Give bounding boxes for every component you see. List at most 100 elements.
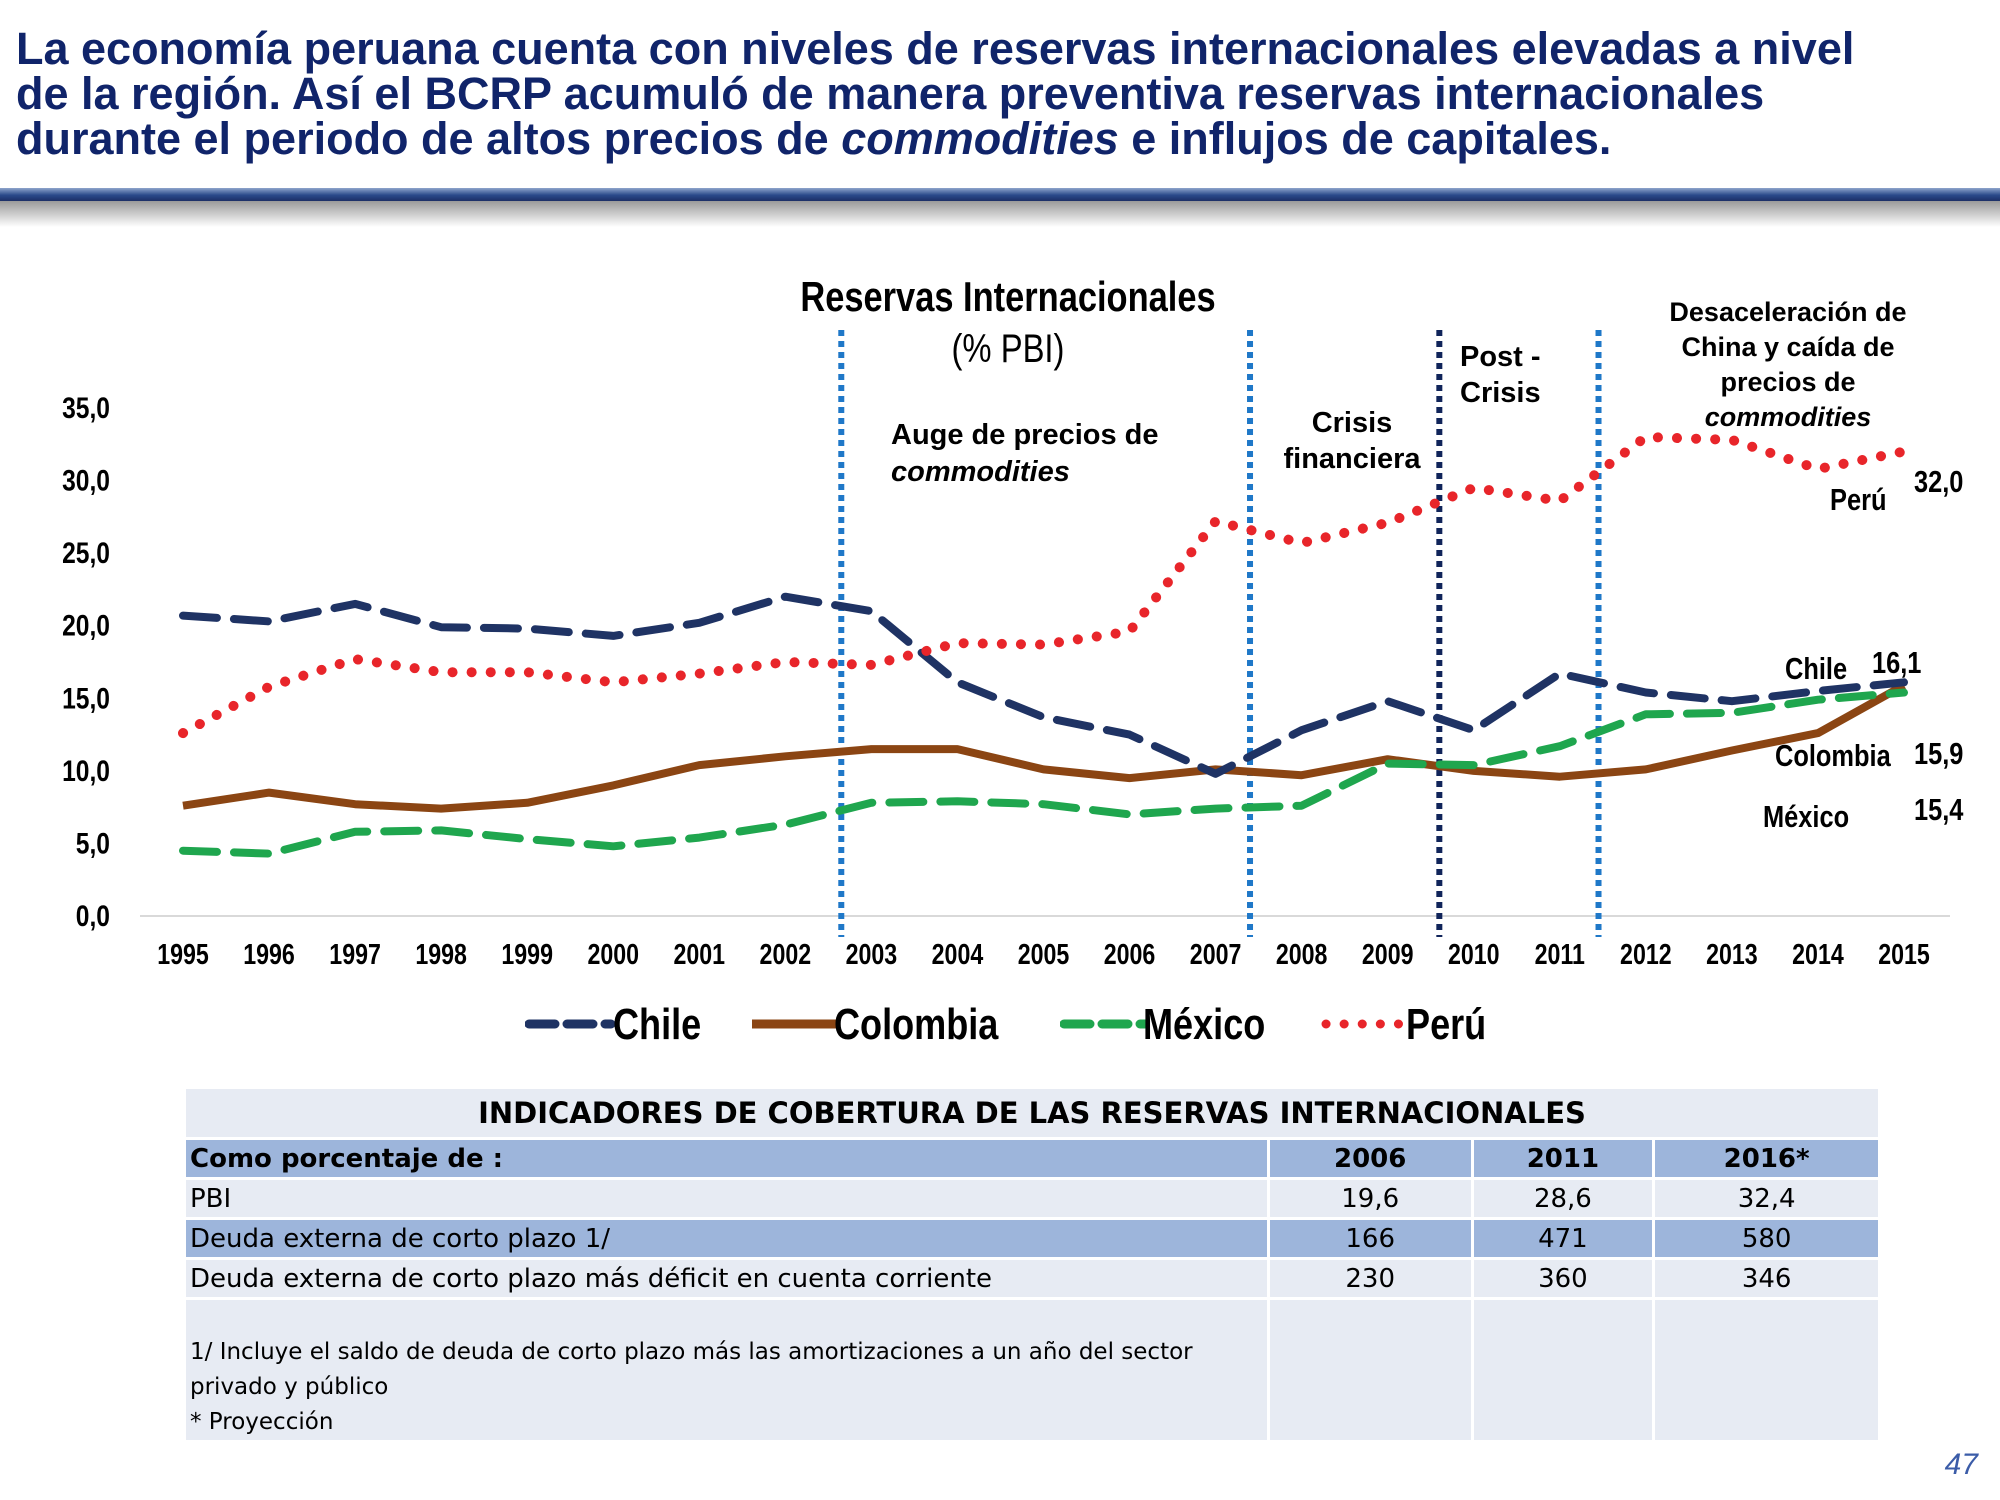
table-cell: 28,6	[1470, 1177, 1656, 1220]
y-tick-label: 20,0	[62, 608, 110, 642]
page-number: 47	[1944, 1448, 1978, 1481]
x-tick-label: 2001	[674, 937, 726, 970]
end-label-peru-name: Perú	[1830, 483, 1886, 518]
y-tick-label: 5,0	[76, 826, 110, 860]
period-desac-line3: precios de	[1720, 367, 1855, 397]
header-divider-bar	[0, 188, 2000, 201]
table-cell: 19,6	[1266, 1177, 1474, 1220]
period-desac-line1: Desaceleración de	[1669, 297, 1906, 327]
table-header-label: Como porcentaje de :	[183, 1137, 1270, 1180]
table-header-2016: 2016*	[1652, 1137, 1881, 1180]
series-line-colombia	[182, 681, 1906, 813]
x-tick-label: 2009	[1362, 937, 1414, 970]
x-tick-label: 2004	[932, 937, 984, 970]
x-tick-label: 2012	[1620, 937, 1672, 970]
period-desac-line4: commodities	[1705, 402, 1872, 432]
end-label-peru-value: 32,0	[1914, 465, 1963, 500]
legend-label-peru: Perú	[1406, 1000, 1487, 1049]
table-row: Deuda externa de corto plazo más déficit…	[183, 1257, 1881, 1300]
table-cell: 166	[1266, 1217, 1474, 1260]
table-cell: 471	[1470, 1217, 1656, 1260]
table-note-row: 1/ Incluye el saldo de deuda de corto pl…	[183, 1297, 1881, 1443]
x-tick-label: 2013	[1706, 937, 1758, 970]
table-title: INDICADORES DE COBERTURA DE LAS RESERVAS…	[183, 1086, 1881, 1140]
x-tick-label: 2014	[1792, 937, 1844, 970]
y-tick-label: 10,0	[62, 754, 110, 788]
legend-item-colombia: Colombia	[752, 1000, 998, 1060]
chart-legend: Chile Colombia México Perú	[0, 1000, 2000, 1060]
legend-label-colombia: Colombia	[834, 1000, 999, 1049]
y-tick-label: 35,0	[62, 391, 110, 425]
period-crisis-line2: financiera	[1284, 443, 1422, 475]
end-label-colombia-name: Colombia	[1775, 739, 1891, 774]
table-row: PBI 19,6 28,6 32,4	[183, 1177, 1881, 1220]
headline-line-3: durante el periodo de altos precios de c…	[16, 116, 1986, 161]
x-tick-label: 2015	[1878, 937, 1930, 970]
period-crisis-line1: Crisis	[1312, 407, 1393, 439]
y-tick-label: 0,0	[76, 899, 110, 933]
end-label-colombia-value: 15,9	[1914, 737, 1963, 772]
x-tick-label: 2010	[1448, 937, 1500, 970]
x-axis: 1995 1996 1997 1998 1999 2000 2001 2002 2003 2004…	[157, 937, 1930, 970]
table-header-2006: 2006	[1266, 1137, 1474, 1180]
end-label-mexico-name: México	[1763, 800, 1849, 835]
legend-swatch-colombia	[752, 1019, 838, 1029]
headline-line-1: La economía peruana cuenta con niveles d…	[16, 23, 1855, 74]
x-tick-label: 2007	[1190, 937, 1242, 970]
y-tick-label: 25,0	[62, 536, 110, 570]
period-auge-line1: Auge de precios de	[891, 419, 1159, 451]
table-cell	[1266, 1297, 1474, 1443]
x-tick-label: 1998	[415, 937, 467, 970]
x-tick-label: 1999	[501, 937, 553, 970]
x-tick-label: 1996	[243, 937, 295, 970]
end-label-chile-value: 16,1	[1872, 646, 1921, 681]
legend-label-mexico: México	[1143, 1000, 1266, 1049]
table-cell: 230	[1266, 1257, 1474, 1300]
table-cell: 580	[1652, 1217, 1881, 1260]
note-3: * Proyección	[190, 1409, 334, 1435]
series-line-mexico	[179, 688, 1908, 858]
series-line-chile	[179, 592, 1908, 778]
period-desac-line2: China y caída de	[1681, 332, 1894, 362]
legend-label-chile: Chile	[613, 1000, 702, 1049]
headline-line-2: de la región. Así el BCRP acumuló de man…	[16, 68, 1765, 119]
x-tick-label: 2008	[1276, 937, 1328, 970]
legend-item-chile: Chile	[524, 1000, 701, 1060]
x-tick-label: 2003	[846, 937, 898, 970]
table-cell	[1470, 1297, 1656, 1443]
table-cell: 346	[1652, 1257, 1881, 1300]
headline-commodities: commodities	[841, 113, 1119, 164]
period-auge-line2: commodities	[891, 456, 1070, 488]
table-header-2011: 2011	[1470, 1137, 1656, 1180]
x-tick-label: 2002	[760, 937, 812, 970]
series-line-peru	[178, 432, 1909, 739]
headline-line-3a: durante el periodo de altos precios de	[16, 113, 842, 164]
period-post-line2: Crisis	[1460, 377, 1541, 409]
period-post-line1: Post -	[1460, 341, 1541, 373]
table-notes: 1/ Incluye el saldo de deuda de corto pl…	[183, 1297, 1270, 1443]
period-dividers	[838, 330, 1602, 937]
x-tick-label: 2006	[1104, 937, 1156, 970]
chart-subtitle: (% PBI)	[952, 326, 1065, 371]
x-tick-label: 2011	[1535, 937, 1585, 970]
y-tick-label: 30,0	[62, 463, 110, 497]
legend-swatch-mexico	[1059, 1019, 1151, 1029]
table-cell: Deuda externa de corto plazo más déficit…	[183, 1257, 1270, 1300]
legend-swatch-peru	[1321, 1019, 1407, 1029]
headline-line-3c: e influjos de capitales.	[1118, 113, 1612, 164]
legend-item-peru: Perú	[1318, 1000, 1486, 1060]
chart-title: Reservas Internacionales	[800, 274, 1215, 321]
y-axis: 0,0 5,0 10,0 15,0 20,0 25,0 30,0 35,0	[62, 391, 110, 933]
end-label-mexico-value: 15,4	[1914, 793, 1964, 828]
x-tick-label: 2000	[587, 937, 639, 970]
table-cell: 32,4	[1652, 1177, 1881, 1220]
y-tick-label: 15,0	[62, 681, 110, 715]
table-cell: 360	[1470, 1257, 1656, 1300]
slide-headline: La economía peruana cuenta con niveles d…	[16, 26, 1986, 161]
table-cell: Deuda externa de corto plazo 1/	[183, 1217, 1270, 1260]
x-tick-label: 1995	[157, 937, 209, 970]
table-cell	[1652, 1297, 1881, 1443]
reserves-coverage-table: INDICADORES DE COBERTURA DE LAS RESERVAS…	[183, 1086, 1881, 1443]
legend-item-mexico: México	[1059, 1000, 1265, 1060]
reserves-line-chart: Reservas Internacionales (% PBI) 0,0 5,0 1…	[62, 274, 1964, 971]
